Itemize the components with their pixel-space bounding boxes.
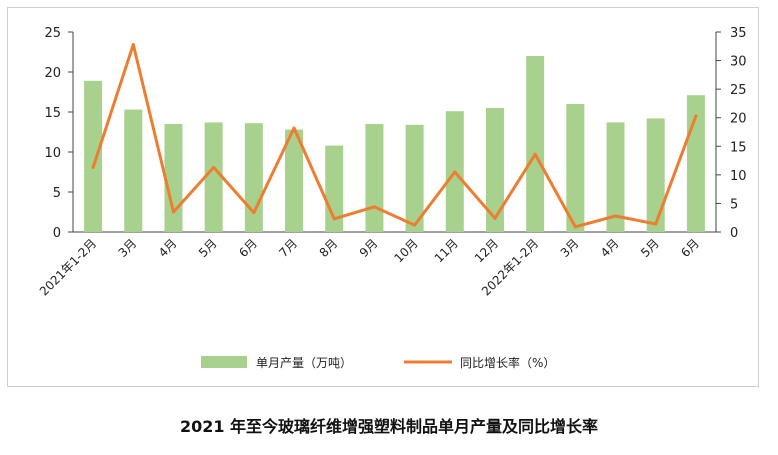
y-left-tick-label: 10 [44,146,61,161]
x-tick-label: 8月 [317,236,341,260]
axes: 0 5 10 15 20 25 0 5 10 15 20 25 30 35 2021年1-2月 3月 4月 5月 6… [37,26,747,299]
bar [606,122,625,232]
line-point [614,214,618,218]
chart-title: 2021 年至今玻璃纤维增强塑料制品单月产量及同比增长率 [179,417,599,436]
line-point [533,152,537,156]
bar [84,80,103,232]
legend-line-label: 同比增长率（%） [460,355,555,370]
line-series [91,43,698,229]
x-tick-label: 10月 [392,236,421,265]
legend-bar-label: 单月产量（万吨） [256,356,352,370]
legend: 单月产量（万吨） 同比增长率（%） [201,355,555,370]
y-left-tick-label: 25 [44,26,61,41]
bar [405,124,424,232]
x-tick-label: 11月 [432,236,461,265]
y-left-tick-label: 5 [53,186,61,201]
line-point [654,222,658,226]
bar [164,124,183,232]
line-point [413,223,417,227]
growth-line [91,43,698,229]
y-right-tick-label: 20 [730,112,747,127]
y-right-tick-label: 30 [730,55,747,70]
bar [566,104,585,232]
bar [365,124,384,232]
x-tick-label: 2021年1-2月 [37,236,99,298]
x-tick-label: 7月 [276,236,300,260]
line-point [252,211,256,215]
chart: 0 5 10 15 20 25 0 5 10 15 20 25 30 35 2021年1-2月 3月 4月 5月 6… [37,26,747,370]
x-tick-label: 5月 [196,236,220,260]
line-point [171,210,175,214]
bar [285,129,304,232]
line-point [292,126,296,130]
y-left-tick-label: 15 [44,106,61,121]
x-tick-label: 5月 [638,236,662,260]
x-tick-label: 4月 [598,236,622,260]
legend-bar-swatch [201,356,247,368]
bar [646,118,665,232]
line-point [493,216,497,220]
bar [124,109,143,232]
x-tick-label: 3月 [558,236,582,260]
x-tick-label: 12月 [472,236,501,265]
x-tick-label: 9月 [357,236,381,260]
x-tick-label: 6月 [678,236,702,260]
y-right-tick-label: 0 [730,226,738,241]
line-point [212,165,216,169]
line-point [573,225,577,229]
y-right-tick-label: 5 [730,197,738,212]
y-right-tick-label: 10 [730,169,747,184]
line-point [131,43,135,47]
x-tick-label: 3月 [116,236,140,260]
line-point [332,217,336,221]
line-point [453,170,457,174]
line-point [91,165,95,169]
x-tick-label: 4月 [156,236,180,260]
y-right-tick-label: 15 [730,140,747,155]
bar-series [84,56,705,232]
bar [526,56,545,232]
line-point [694,114,698,118]
y-right-tick-label: 25 [730,83,747,98]
bar [204,122,223,232]
bar [485,108,504,232]
y-right-tick-label: 35 [730,26,747,41]
y-left-tick-label: 20 [44,66,61,81]
y-left-tick-label: 0 [53,226,61,241]
line-point [372,205,376,209]
x-tick-label: 6月 [236,236,260,260]
bar [244,123,263,232]
